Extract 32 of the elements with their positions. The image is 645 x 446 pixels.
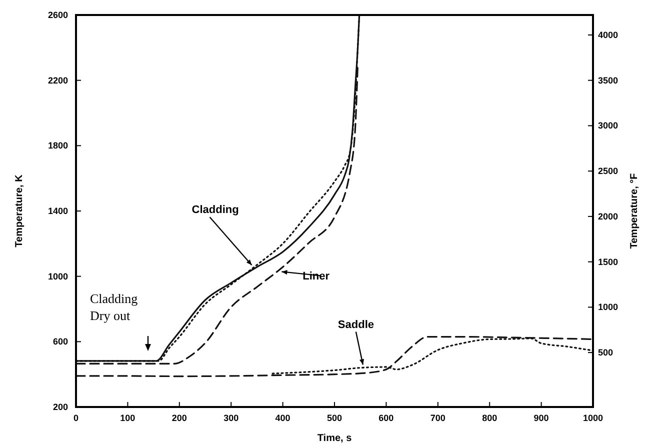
- y2-tick-label: 4000: [598, 30, 618, 40]
- y-tick-label: 600: [52, 336, 68, 347]
- x-tick-label: 900: [534, 413, 549, 423]
- annotation: Cladding: [192, 204, 239, 216]
- y-tick-label: 1800: [48, 140, 68, 151]
- y-tick-label: 200: [52, 402, 68, 412]
- y2-tick-label: 1000: [598, 302, 618, 312]
- x-tick-label: 500: [326, 413, 342, 423]
- x-tick-label: 0: [73, 413, 79, 423]
- x-axis-title: Time, s: [317, 433, 352, 444]
- y-tick-label: 2600: [48, 10, 68, 20]
- y2-tick-label: 3500: [598, 75, 618, 86]
- x-tick-label: 100: [120, 413, 136, 423]
- y2-axis-title: Temperature, °F: [629, 173, 640, 249]
- x-tick-label: 600: [378, 413, 394, 423]
- y2-tick-label: 3000: [598, 120, 618, 131]
- y-tick-label: 1000: [48, 271, 68, 282]
- x-tick-label: 200: [172, 413, 187, 423]
- x-tick-label: 300: [224, 413, 239, 423]
- x-tick-label: 800: [482, 413, 498, 423]
- x-tick-label: 700: [430, 413, 446, 423]
- y2-tick-label: 1500: [598, 256, 618, 267]
- y-axis-title: Temperature, K: [14, 174, 25, 248]
- y-tick-label: 1400: [48, 206, 68, 216]
- x-tick-label: 400: [275, 413, 290, 423]
- y2-tick-label: 500: [598, 348, 614, 358]
- annotation: Cladding Dry out: [90, 291, 138, 323]
- y2-tick-label: 2000: [598, 211, 618, 222]
- y-tick-label: 2200: [48, 75, 68, 86]
- x-tick-label: 1000: [582, 413, 604, 423]
- y2-tick-label: 2500: [598, 166, 618, 176]
- annotation: Saddle: [338, 318, 374, 331]
